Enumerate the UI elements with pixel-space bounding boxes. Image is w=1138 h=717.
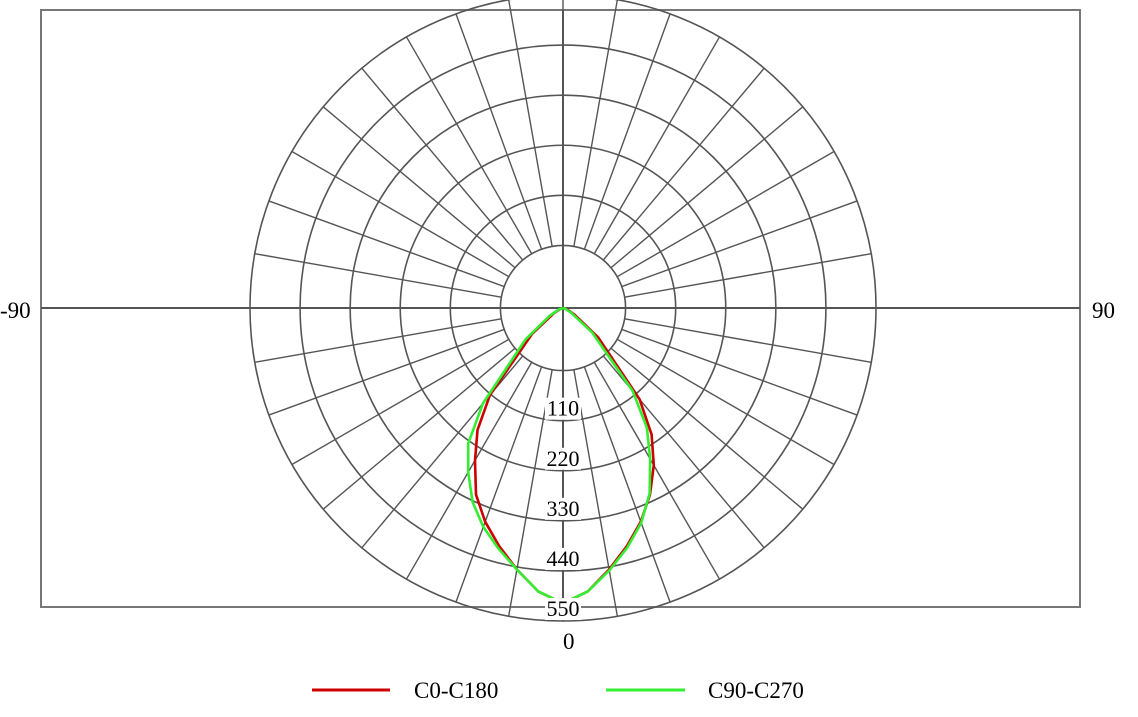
tick-label-110: 110: [547, 396, 579, 421]
grid-spoke-250: [268, 200, 505, 288]
grid-spoke-150: [593, 36, 721, 255]
grid-spoke-60: [616, 338, 835, 466]
tick-label-bg-550: [545, 598, 581, 620]
grid-spoke-50: [610, 347, 804, 510]
grid-spoke-260: [254, 252, 502, 298]
legend-label-c90-c270: C90-C270: [708, 678, 804, 703]
grid-spoke-300: [291, 338, 510, 466]
grid-spoke-310: [322, 347, 516, 510]
tick-label-bg-330: [545, 497, 581, 520]
grid-spoke-290: [268, 328, 505, 416]
grid-spoke-160: [583, 13, 671, 250]
grid-spoke-110: [621, 200, 858, 288]
grid-spoke-70: [621, 328, 858, 416]
grid-spoke-220: [361, 67, 524, 261]
grid-spoke-210: [405, 36, 533, 255]
angle-label-left: -90: [0, 298, 31, 323]
polar-grid: [41, 0, 1080, 622]
grid-spoke-230: [322, 106, 516, 269]
tick-label-440: 440: [547, 546, 580, 571]
grid-spoke-120: [616, 150, 835, 278]
tick-label-550: 550: [547, 596, 580, 621]
radial-tick-labels: 110 220 330 440 550: [545, 396, 581, 621]
angle-label-bottom: 0: [563, 629, 575, 654]
grid-spoke-350: [507, 369, 553, 617]
tick-label-bg-110: [545, 397, 581, 420]
legend-label-c0-c180: C0-C180: [414, 678, 498, 703]
grid-spoke-140: [602, 67, 765, 261]
grid-spoke-130: [610, 106, 804, 269]
tick-label-220: 220: [547, 446, 580, 471]
tick-label-bg-220: [545, 447, 581, 470]
grid-spoke-170: [573, 0, 619, 247]
grid-spoke-340: [455, 366, 543, 603]
angle-label-right: 90: [1092, 298, 1115, 323]
grid-spoke-280: [254, 318, 502, 364]
grid-spoke-100: [624, 252, 872, 298]
grid-spoke-20: [583, 366, 671, 603]
grid-spoke-30: [593, 361, 721, 580]
tick-label-bg-440: [545, 547, 581, 570]
grid-spoke-10: [573, 369, 619, 617]
grid-spoke-240: [291, 150, 510, 278]
tick-label-330: 330: [547, 496, 580, 521]
grid-spoke-200: [455, 13, 543, 250]
legend: C0-C180 C90-C270: [312, 678, 804, 703]
grid-spoke-190: [507, 0, 553, 247]
grid-spoke-80: [624, 318, 872, 364]
